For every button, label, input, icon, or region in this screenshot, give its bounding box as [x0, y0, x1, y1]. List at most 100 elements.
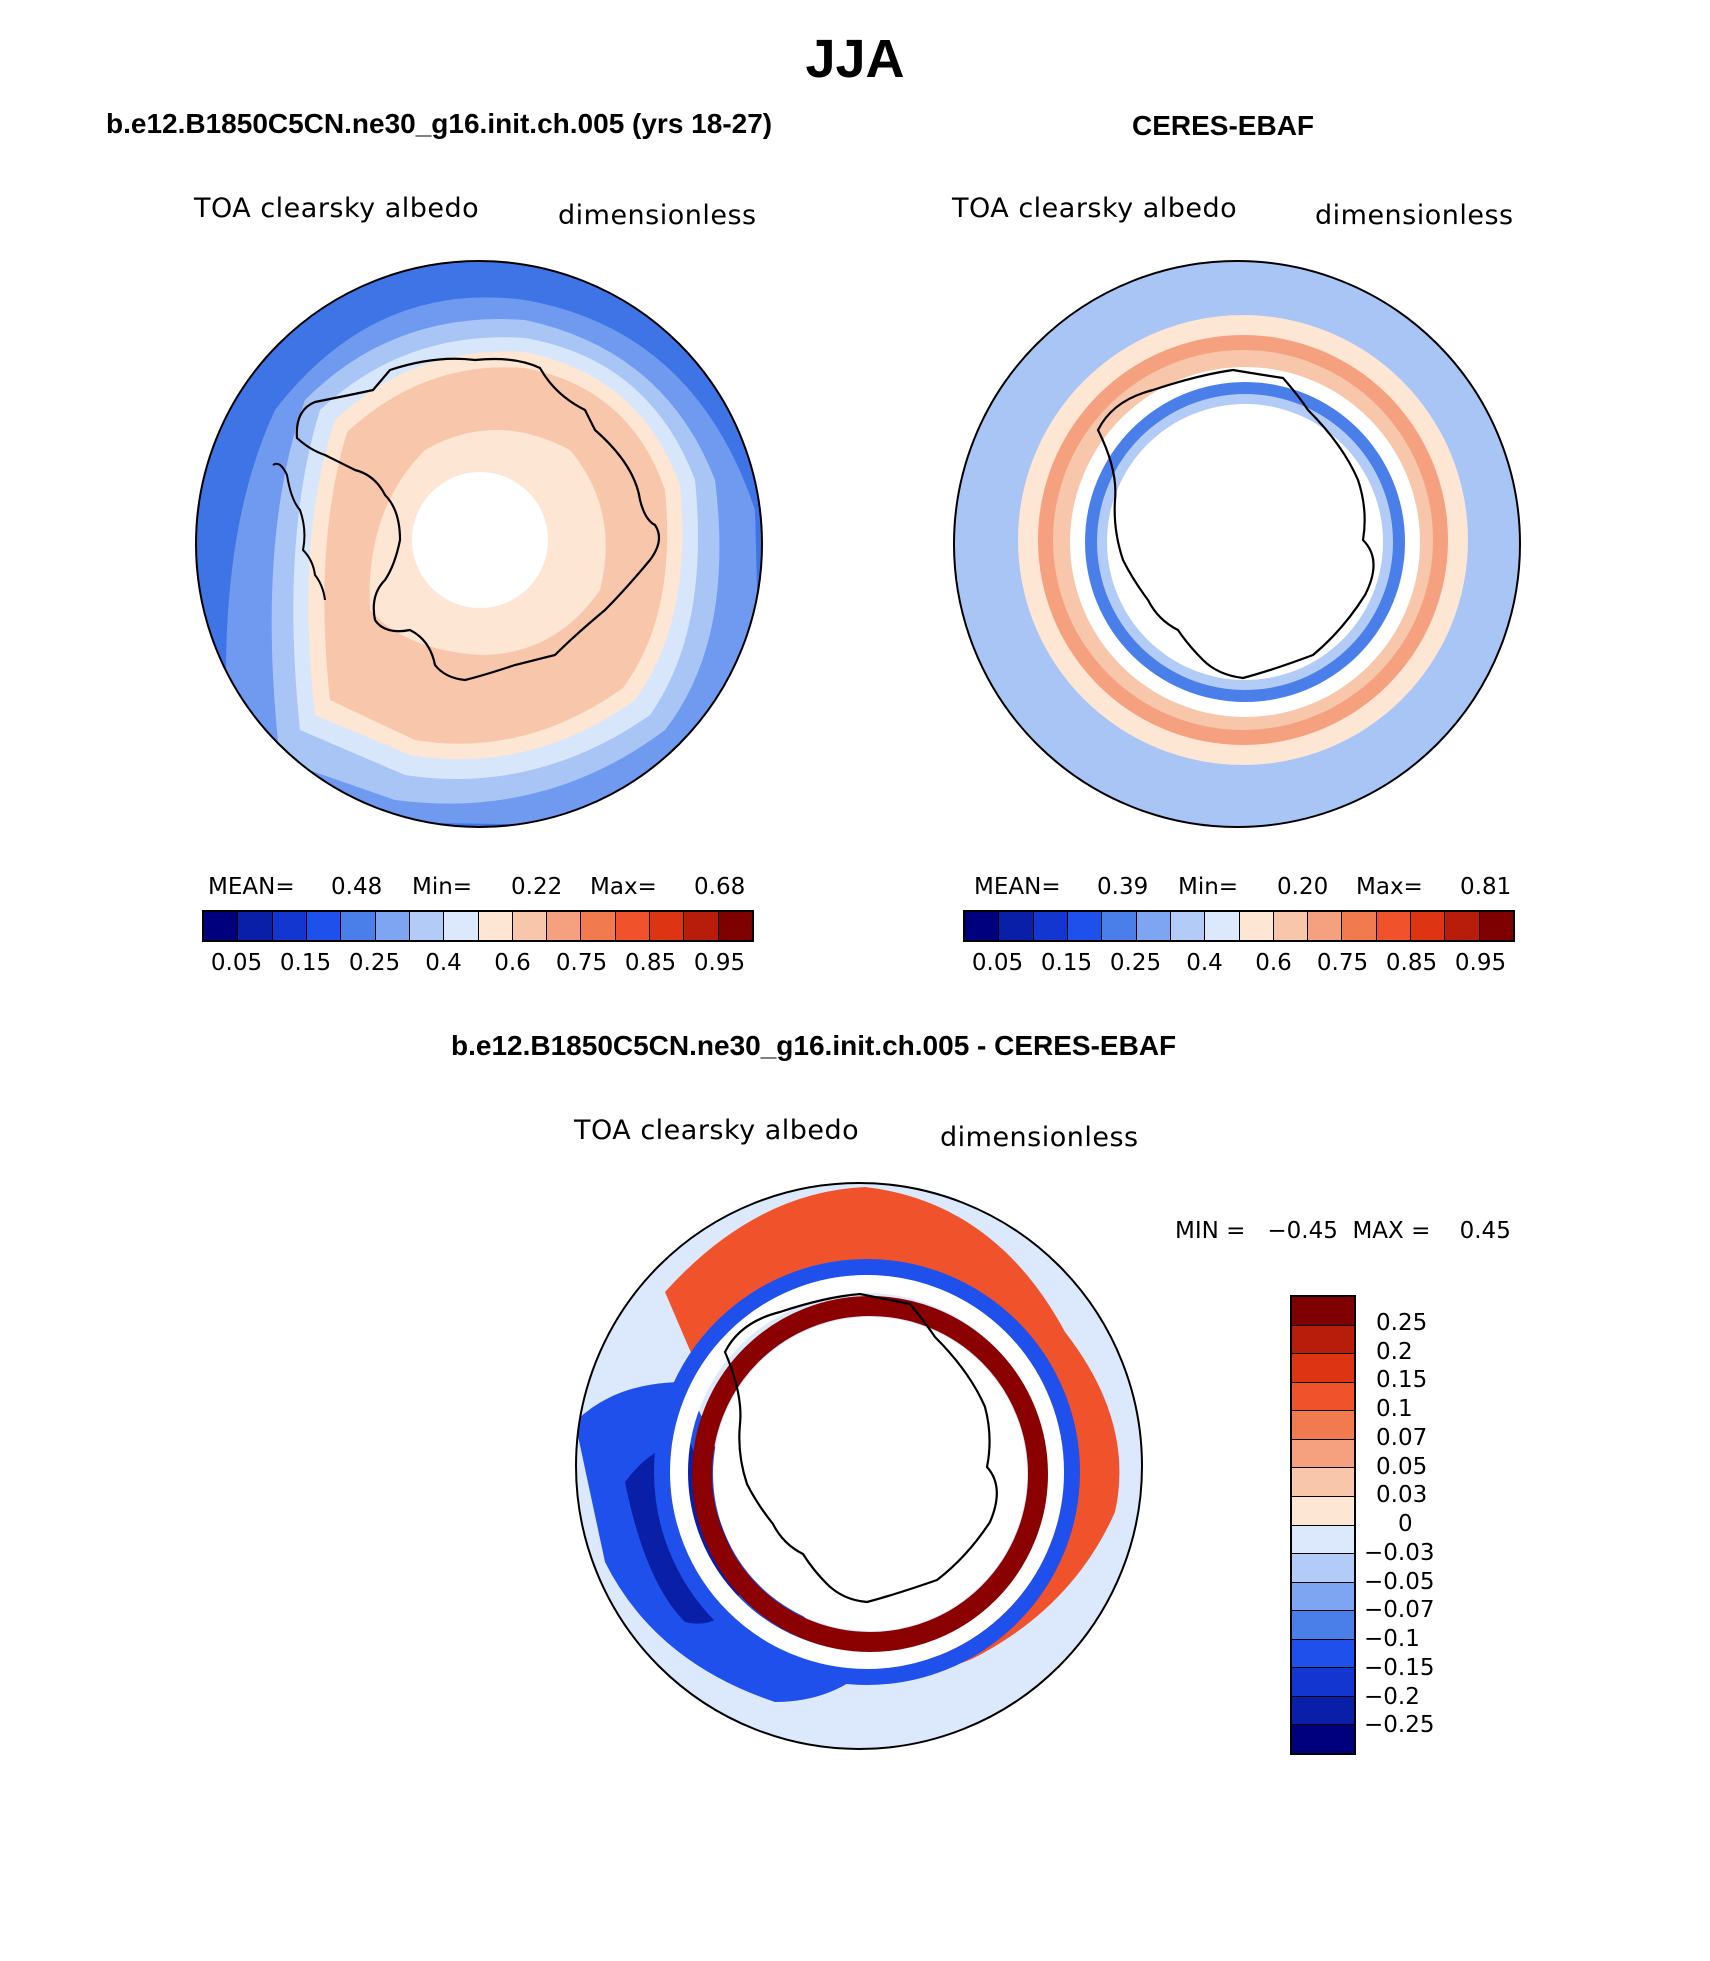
- model-colorbar-swatch: [306, 912, 342, 940]
- obs-colorbar-swatch: [965, 912, 1000, 940]
- diff-polar-map: [575, 1182, 1143, 1750]
- diff-colorbar-tick-label: −0.1: [1364, 1626, 1420, 1652]
- model-colorbar-swatch: [615, 912, 651, 940]
- model-polar-map: [195, 260, 763, 828]
- diff-colorbar-tick-label: 0.2: [1376, 1338, 1413, 1365]
- obs-colorbar-tick-label: 0.4: [1186, 950, 1223, 976]
- diff-colorbar-tick-label: 0.15: [1376, 1367, 1428, 1394]
- diff-colorbar-tick-label: −0.03: [1364, 1539, 1435, 1566]
- model-stats-min-label: Min=: [412, 874, 473, 900]
- model-map-border: [195, 260, 763, 828]
- obs-colorbar-swatch: [1376, 912, 1412, 940]
- diff-colorbar-swatch: [1292, 1554, 1354, 1583]
- model-colorbar-tick-label: 0.15: [279, 950, 332, 976]
- obs-colorbar-swatch: [1479, 912, 1513, 940]
- model-colorbar-swatch: [478, 912, 513, 940]
- obs-stats-min: 0.20: [1277, 874, 1329, 900]
- model-units-label: dimensionless: [558, 200, 757, 231]
- model-panel-title: b.e12.B1850C5CN.ne30_g16.init.ch.005 (yr…: [106, 108, 773, 139]
- obs-colorbar-swatch: [1067, 912, 1103, 940]
- model-colorbar-swatch: [409, 912, 445, 940]
- diff-dark-red-ring: [692, 1296, 1048, 1652]
- obs-colorbar-ticks: 0.05 0.15 0.25 0.4 0.6 0.75 0.85 0.95: [963, 950, 1515, 980]
- diff-colorbar-swatch: [1292, 1411, 1354, 1440]
- model-variable-label: TOA clearsky albedo: [194, 193, 480, 224]
- diff-colorbar-tick-label: −0.25: [1364, 1712, 1435, 1739]
- model-colorbar-swatch: [272, 912, 307, 940]
- obs-map-border: [953, 260, 1521, 828]
- obs-colorbar-tick-label: 0.75: [1316, 950, 1369, 976]
- obs-colorbar-swatch: [1136, 912, 1171, 940]
- obs-polar-map: [953, 260, 1521, 828]
- diff-colorbar-swatch: [1292, 1611, 1354, 1640]
- model-colorbar-swatch: [238, 912, 273, 940]
- model-colorbar-tick-label: 0.85: [624, 950, 677, 976]
- diff-map-border: [575, 1182, 1143, 1750]
- model-colorbar-tick-label: 0.75: [555, 950, 608, 976]
- obs-colorbar-tick-label: 0.95: [1454, 950, 1507, 976]
- obs-colorbar-swatch: [1033, 912, 1068, 940]
- obs-stats-max-label: Max=: [1356, 874, 1423, 900]
- obs-stats-mean-label: MEAN=: [974, 874, 1061, 900]
- diff-colorbar-tick-label: 0.03: [1376, 1482, 1428, 1509]
- diff-colorbar-swatch: [1292, 1525, 1354, 1555]
- model-colorbar-tick-label: 0.25: [348, 950, 401, 976]
- diff-antarctica-coastline: [723, 1292, 998, 1604]
- diff-colorbar-swatch: [1292, 1639, 1354, 1669]
- diff-colorbar-swatch: [1292, 1496, 1354, 1526]
- model-colorbar-swatch: [684, 912, 719, 940]
- diff-colorbar-tick-label: −0.05: [1364, 1568, 1435, 1595]
- page-title: JJA: [805, 29, 905, 89]
- model-colorbar-tick-label: 0.05: [210, 950, 263, 976]
- diff-colorbar-tick-label: 0.1: [1376, 1396, 1413, 1422]
- obs-colorbar-tick-label: 0.25: [1109, 950, 1162, 976]
- obs-stats-min-label: Min=: [1178, 874, 1239, 900]
- obs-colorbar-swatch: [1170, 912, 1206, 940]
- diff-white-ring: [670, 1275, 1064, 1669]
- model-stats-mean: 0.48: [331, 874, 383, 900]
- model-colorbar-tick-label: 0.4: [425, 950, 462, 976]
- model-colorbar-tick-label: 0.6: [494, 950, 531, 976]
- model-stats-min: 0.22: [511, 874, 563, 900]
- obs-colorbar-swatch: [1273, 912, 1309, 940]
- model-colorbar-swatch: [581, 912, 616, 940]
- diff-colorbar-tick-label: 0.05: [1376, 1453, 1428, 1480]
- diff-colorbar-swatch: [1292, 1468, 1354, 1497]
- model-colorbar: [202, 910, 754, 942]
- diff-colorbar-swatch: [1292, 1439, 1354, 1469]
- diff-colorbar-ticks: 0.25 0.2 0.15 0.1 0.07 0.05 0.03 0 −0.03 −0.05 −0.…: [1360, 1295, 1500, 1755]
- diff-colorbar-swatch: [1292, 1668, 1354, 1697]
- diff-colorbar-swatch: [1292, 1582, 1354, 1612]
- diff-colorbar-tick-label: 0: [1398, 1511, 1413, 1537]
- model-colorbar-swatch: [547, 912, 582, 940]
- model-colorbar-swatch: [718, 912, 752, 940]
- model-stats-max-label: Max=: [590, 874, 657, 900]
- obs-colorbar-tick-label: 0.85: [1385, 950, 1438, 976]
- model-colorbar-swatch: [650, 912, 685, 940]
- model-stats-max: 0.68: [694, 874, 746, 900]
- obs-colorbar-swatch: [1102, 912, 1137, 940]
- diff-colorbar-swatch: [1292, 1354, 1354, 1383]
- model-colorbar-swatch: [444, 912, 479, 940]
- model-colorbar-tick-label: 0.95: [693, 950, 746, 976]
- obs-colorbar-swatch: [1205, 912, 1240, 940]
- obs-antarctica-coastline: [1096, 368, 1375, 680]
- obs-stats-mean: 0.39: [1097, 874, 1149, 900]
- diff-colorbar-swatch: [1292, 1297, 1354, 1326]
- obs-colorbar-tick-label: 0.6: [1255, 950, 1292, 976]
- diff-land-interior: [713, 1317, 1027, 1631]
- obs-colorbar-swatch: [1445, 912, 1480, 940]
- obs-colorbar-swatch: [1342, 912, 1377, 940]
- diff-units-label: dimensionless: [940, 1122, 1139, 1153]
- diff-inner-blue-ring: [654, 1259, 1080, 1685]
- obs-colorbar-tick-label: 0.05: [971, 950, 1024, 976]
- model-colorbar-swatch: [204, 912, 239, 940]
- diff-colorbar-swatch: [1292, 1382, 1354, 1412]
- model-colorbar-swatch: [341, 912, 376, 940]
- obs-colorbar-swatch: [1411, 912, 1446, 940]
- obs-land-interior: [1107, 404, 1383, 680]
- obs-colorbar-swatch: [999, 912, 1034, 940]
- diff-colorbar-tick-label: −0.2: [1364, 1683, 1420, 1710]
- diff-colorbar-tick-label: 0.07: [1376, 1424, 1428, 1451]
- diff-variable-label: TOA clearsky albedo: [574, 1115, 860, 1146]
